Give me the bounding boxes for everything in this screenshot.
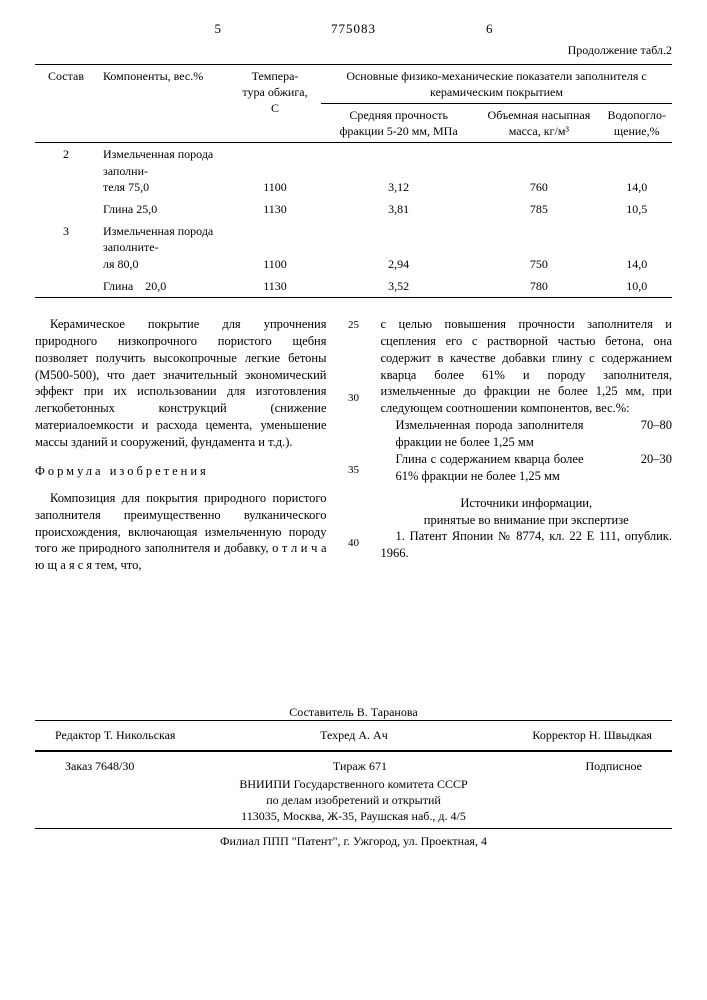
line-mark: 30 [345, 391, 363, 429]
left-para-2: Композиция для покрытия природного порис… [35, 490, 327, 574]
cell-comp: Глина 25,0 [97, 198, 229, 220]
filial: Филиал ППП "Патент", г. Ужгород, ул. Про… [35, 829, 672, 849]
table-body: 2 Измельченная порода заполни- теля 75,0… [35, 143, 672, 298]
table-continuation-label: Продолжение табл.2 [35, 42, 672, 58]
right-page-num: 6 [486, 20, 493, 38]
line-mark: 25 [345, 318, 363, 356]
cell-strength: 2,94 [321, 220, 476, 275]
table-row: 2 Измельченная порода заполни- теля 75,0… [35, 143, 672, 198]
cell-comp: Измельченная порода заполни- теля 75,0 [97, 143, 229, 198]
cell-temp: 1100 [229, 143, 321, 198]
cell-strength: 3,12 [321, 143, 476, 198]
techred: Техред А. Ач [320, 727, 388, 743]
org-line-2: по делам изобретений и открытий [35, 792, 672, 808]
formula-title: Формула изобретения [35, 463, 327, 480]
table-row: Глина 20,0 1130 3,52 780 10,0 [35, 275, 672, 298]
body-columns: Керамическое покрытие для упрочнения при… [35, 316, 672, 574]
sources-sub: принятые во внимание при экспертизе [381, 512, 673, 529]
right-para-1: с целью повышения прочности заполнителя … [381, 316, 673, 417]
address: 113035, Москва, Ж-35, Раушская наб., д. … [35, 808, 672, 824]
col-water: Водопогло- щение,% [602, 104, 673, 143]
col-components: Компоненты, вес.% [97, 64, 229, 143]
cell-water: 14,0 [602, 143, 673, 198]
cell-water: 14,0 [602, 220, 673, 275]
right-column: с целью повышения прочности заполнителя … [381, 316, 673, 574]
cell-water: 10,5 [602, 198, 673, 220]
spec1-label: Измельченная порода заполнителя фракции … [396, 417, 584, 451]
cell-sostav [35, 275, 97, 298]
col-strength: Средняя прочность фракции 5-20 мм, МПа [321, 104, 476, 143]
footer: Составитель В. Таранова Редактор Т. Нико… [35, 704, 672, 849]
cell-mass: 760 [476, 143, 601, 198]
line-number-gutter: 25 30 35 40 [345, 316, 363, 574]
cell-temp: 1100 [229, 220, 321, 275]
spec2-label: Глина с содержанием кварца более 61% фра… [396, 451, 584, 485]
spec1-value: 70–80 [641, 417, 672, 451]
spec2-value: 20–30 [641, 451, 672, 485]
cell-mass: 750 [476, 220, 601, 275]
left-column: Керамическое покрытие для упрочнения при… [35, 316, 327, 574]
cell-water: 10,0 [602, 275, 673, 298]
col-mass: Объемная насыпная масса, кг/м³ [476, 104, 601, 143]
col-temp: Темпера- тура обжига, С [229, 64, 321, 143]
cell-mass: 780 [476, 275, 601, 298]
doc-number: 775083 [331, 20, 376, 38]
spec-row-1: Измельченная порода заполнителя фракции … [396, 417, 673, 451]
cell-sostav: 2 [35, 143, 97, 198]
left-para-1: Керамическое покрытие для упрочнения при… [35, 316, 327, 451]
cell-sostav [35, 198, 97, 220]
order: Заказ 7648/30 [65, 758, 134, 774]
cell-sostav: 3 [35, 220, 97, 275]
tirazh: Тираж 671 [333, 758, 387, 774]
page-header: 5 775083 6 [35, 20, 672, 38]
corrector: Корректор Н. Швыдкая [532, 727, 652, 743]
spec-row-2: Глина с содержанием кварца более 61% фра… [396, 451, 673, 485]
col-sostav: Состав [35, 64, 97, 143]
cell-mass: 785 [476, 198, 601, 220]
compiler: Составитель В. Таранова [35, 704, 672, 720]
cell-strength: 3,52 [321, 275, 476, 298]
table-row: Глина 25,0 1130 3,81 785 10,5 [35, 198, 672, 220]
editor: Редактор Т. Никольская [55, 727, 175, 743]
cell-temp: 1130 [229, 198, 321, 220]
table-row: 3 Измельченная порода заполните- ля 80,0… [35, 220, 672, 275]
org-line-1: ВНИИПИ Государственного комитета СССР [35, 776, 672, 792]
line-mark: 40 [345, 536, 363, 574]
line-mark: 35 [345, 463, 363, 501]
left-page-num: 5 [215, 20, 222, 38]
cell-comp: Измельченная порода заполните- ля 80,0 [97, 220, 229, 275]
cell-comp: Глина 20,0 [97, 275, 229, 298]
col-group: Основные физико-механические показатели … [321, 64, 672, 103]
cell-temp: 1130 [229, 275, 321, 298]
reference: 1. Патент Японии № 8774, кл. 22 Е 111, о… [381, 528, 673, 562]
properties-table: Состав Компоненты, вес.% Темпера- тура о… [35, 64, 672, 298]
subscription: Подписное [586, 758, 643, 774]
cell-strength: 3,81 [321, 198, 476, 220]
sources-title: Источники информации, [381, 495, 673, 512]
